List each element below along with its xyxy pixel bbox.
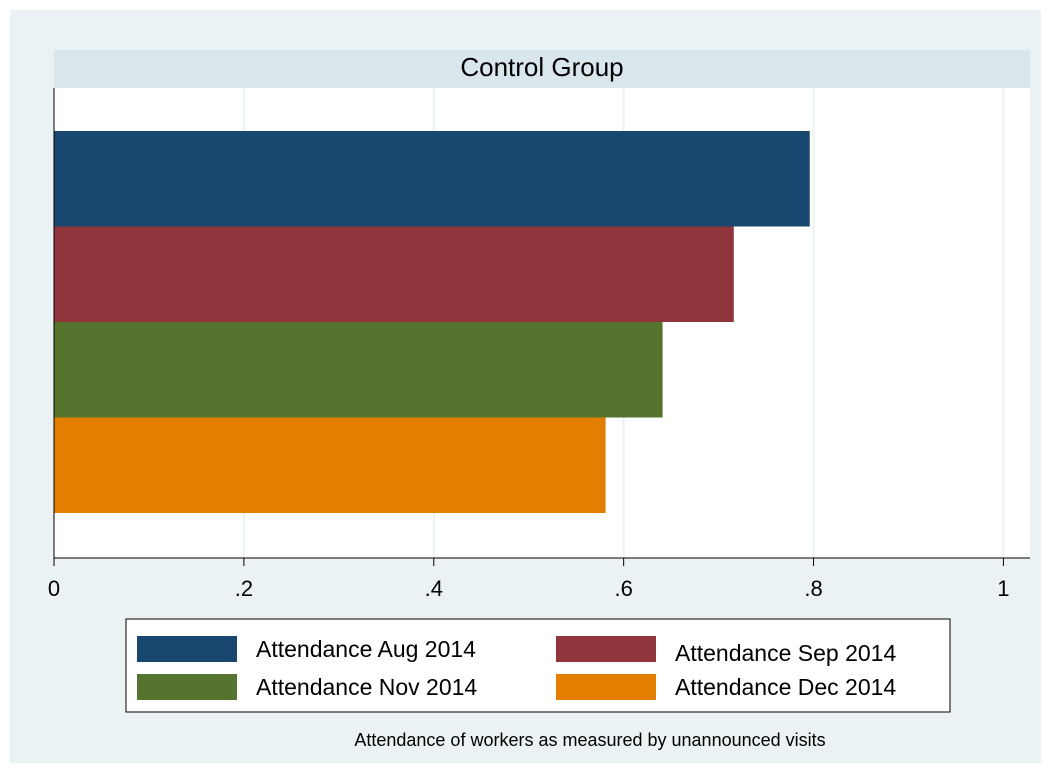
legend-swatch	[556, 636, 656, 662]
legend-label: Attendance Sep 2014	[675, 640, 896, 666]
panel-header	[54, 50, 1030, 88]
legend-box	[125, 618, 951, 713]
panel-title: Control Group	[460, 52, 623, 82]
bar	[54, 131, 810, 227]
bar	[54, 417, 606, 513]
legend-label: Attendance Aug 2014	[256, 636, 476, 662]
note: Attendance of workers as measured by una…	[354, 730, 825, 750]
x-tick-label: 1	[997, 576, 1009, 601]
bar	[54, 322, 663, 418]
legend-swatch	[137, 674, 237, 700]
x-tick-label: .2	[235, 576, 253, 601]
legend-label: Attendance Nov 2014	[256, 674, 477, 700]
x-tick-label: 0	[48, 576, 60, 601]
x-tick-label: .4	[425, 576, 443, 601]
legend-label: Attendance Dec 2014	[675, 674, 896, 700]
legend-swatch	[137, 636, 237, 662]
legend-swatch	[556, 674, 656, 700]
x-tick-label: .6	[614, 576, 632, 601]
x-tick-label: .8	[804, 576, 822, 601]
bar	[54, 226, 734, 322]
